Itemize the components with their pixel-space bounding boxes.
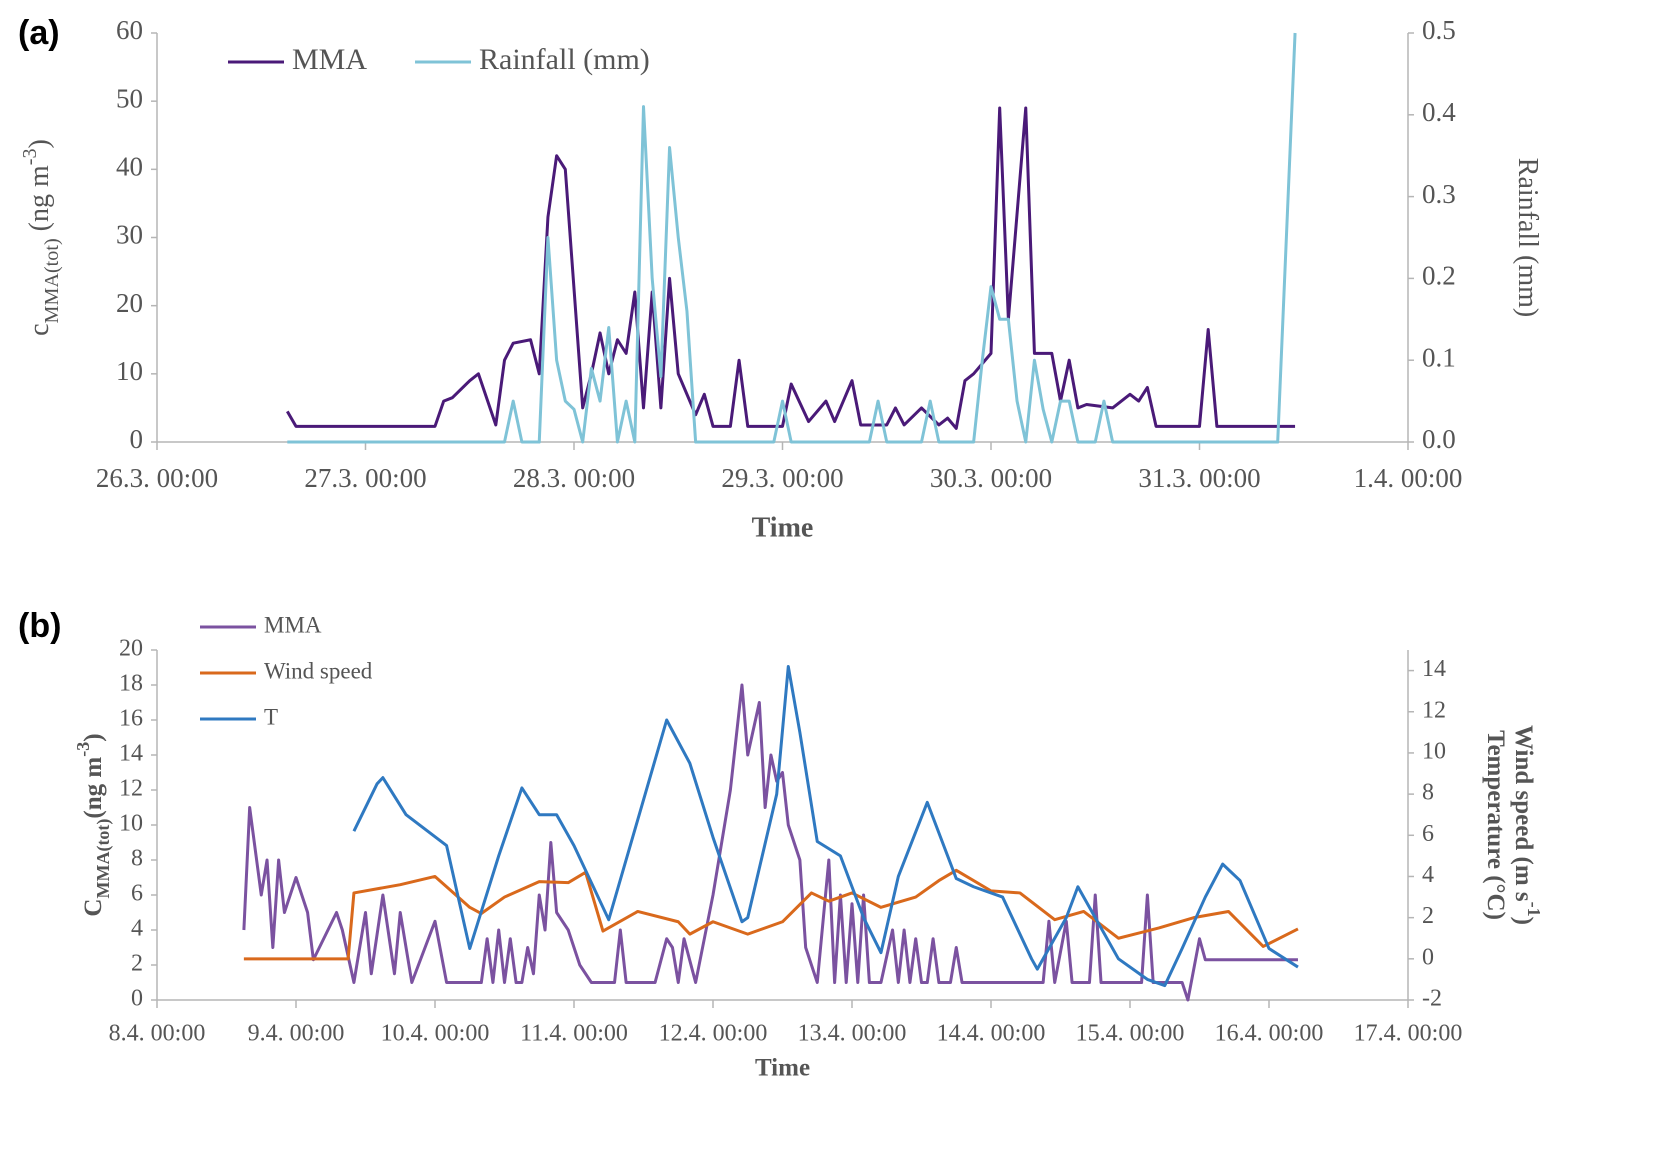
label-text: (ng m xyxy=(80,757,107,819)
x-tick-label: 27.3. 00:00 xyxy=(304,463,426,493)
x-tick-label: 10.4. 00:00 xyxy=(381,1021,490,1047)
axis-label: Rainfall (mm) xyxy=(1512,158,1543,317)
legend-label: Wind speed xyxy=(264,658,373,683)
y-tick-label: 30 xyxy=(116,220,143,250)
x-tick-label: 12.4. 00:00 xyxy=(659,1021,768,1047)
x-tick-label: 1.4. 00:00 xyxy=(1354,463,1463,493)
data-line xyxy=(242,683,1298,1002)
legend-label: MMA xyxy=(292,43,367,76)
data-line xyxy=(352,664,1299,988)
y2-tick-label: 0.2 xyxy=(1422,261,1456,291)
label-sup: -3 xyxy=(73,742,93,757)
x-tick-label: 8.4. 00:00 xyxy=(109,1021,206,1047)
y-tick-label: 0 xyxy=(131,986,143,1012)
y-tick-label: 2 xyxy=(131,951,143,977)
y2-tick-label: 10 xyxy=(1422,738,1446,764)
label-sup: -3 xyxy=(19,148,41,165)
y2-tick-label: 2 xyxy=(1422,903,1434,929)
x-tick-label: 14.4. 00:00 xyxy=(937,1021,1046,1047)
panel-label: (a) xyxy=(18,14,60,52)
y-tick-label: 10 xyxy=(119,811,143,837)
y-tick-label: 6 xyxy=(131,881,143,907)
y2-tick-label: 0 xyxy=(1422,944,1434,970)
label-text: Rainfall (mm) xyxy=(1512,158,1543,317)
y-tick-label: 20 xyxy=(119,636,143,662)
y2-tick-label: 0.4 xyxy=(1422,97,1456,127)
y-tick-label: 18 xyxy=(119,671,143,697)
y-tick-label: 60 xyxy=(116,15,143,45)
x-tick-label: 9.4. 00:00 xyxy=(248,1021,345,1047)
y-tick-label: 4 xyxy=(131,916,143,942)
x-tick-label: 29.3. 00:00 xyxy=(721,463,843,493)
x-tick-label: 17.4. 00:00 xyxy=(1354,1021,1463,1047)
x-tick-label: 13.4. 00:00 xyxy=(798,1021,907,1047)
y-tick-label: 14 xyxy=(119,741,143,767)
label-text: ) xyxy=(24,139,55,148)
x-axis-label: Time xyxy=(755,1055,810,1082)
label-text: (ng m xyxy=(24,165,55,238)
label-text: ) xyxy=(1510,917,1537,925)
label-text: c xyxy=(24,323,55,335)
y2-tick-label: 12 xyxy=(1422,697,1446,723)
label-sub: MMA(tot) xyxy=(41,238,63,323)
x-tick-label: 28.3. 00:00 xyxy=(513,463,635,493)
y2-tick-label: 8 xyxy=(1422,780,1434,806)
panel-label: (b) xyxy=(18,607,61,645)
legend-label: MMA xyxy=(264,612,322,637)
y2-tick-label: 0.0 xyxy=(1422,424,1456,454)
x-axis-label: Time xyxy=(752,512,814,543)
y2-tick-label: 6 xyxy=(1422,821,1434,847)
y-tick-label: 50 xyxy=(116,83,143,113)
axis-label: cMMA(tot) (ng m-3) xyxy=(19,139,63,336)
axis-label: CMMA(tot)(ng m-3) xyxy=(73,733,114,916)
x-tick-label: 26.3. 00:00 xyxy=(96,463,218,493)
label-text: ) xyxy=(80,733,107,741)
label-sup: -1 xyxy=(1524,902,1544,917)
y-tick-label: 12 xyxy=(119,776,143,802)
y2-tick-label: 0.3 xyxy=(1422,179,1456,209)
y-tick-label: 0 xyxy=(130,424,144,454)
y-tick-label: 16 xyxy=(119,706,143,732)
data-line xyxy=(287,32,1297,444)
axis-label: Temperature (°C) xyxy=(1482,730,1509,920)
x-tick-label: 16.4. 00:00 xyxy=(1215,1021,1324,1047)
legend-label: T xyxy=(264,704,278,729)
legend-label: Rainfall (mm) xyxy=(479,43,650,76)
y2-tick-label: -2 xyxy=(1422,986,1442,1012)
x-tick-label: 15.4. 00:00 xyxy=(1076,1021,1185,1047)
y-tick-label: 8 xyxy=(131,846,143,872)
y-tick-label: 40 xyxy=(116,152,143,182)
label-text: Wind speed (m s xyxy=(1510,725,1537,902)
y-tick-label: 20 xyxy=(116,288,143,318)
y2-tick-label: 0.5 xyxy=(1422,15,1456,45)
label-sub: MMA(tot) xyxy=(93,819,114,899)
label-text: C xyxy=(80,899,107,917)
y-tick-label: 10 xyxy=(116,356,143,386)
label-text: Temperature (°C) xyxy=(1482,730,1509,920)
x-tick-label: 30.3. 00:00 xyxy=(930,463,1052,493)
y2-tick-label: 4 xyxy=(1422,862,1434,888)
y2-tick-label: 0.1 xyxy=(1422,342,1456,372)
data-line xyxy=(286,106,1296,430)
y2-tick-label: 14 xyxy=(1422,656,1446,682)
x-tick-label: 11.4. 00:00 xyxy=(520,1021,628,1047)
axis-label: Wind speed (m s-1) xyxy=(1510,725,1544,925)
x-tick-label: 31.3. 00:00 xyxy=(1138,463,1260,493)
